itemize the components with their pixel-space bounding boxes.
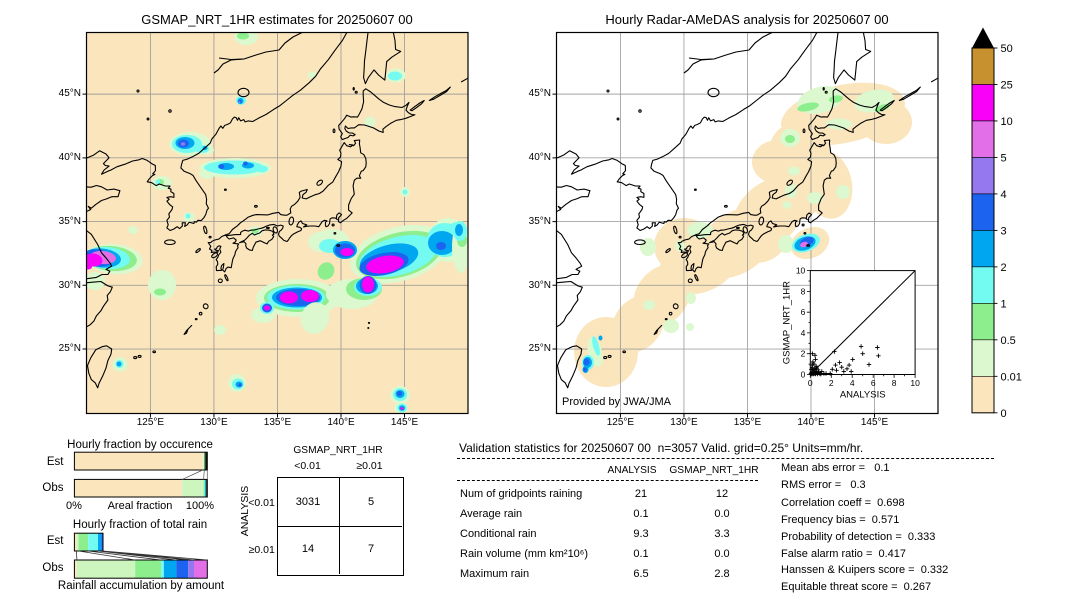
svg-text:4: 4: [1001, 189, 1007, 201]
svg-text:50: 50: [1001, 43, 1013, 55]
svg-text:25: 25: [1001, 79, 1013, 91]
svg-text:8: 8: [892, 378, 897, 388]
svg-text:0.5: 0.5: [1001, 335, 1016, 347]
svg-text:2: 2: [1001, 262, 1007, 274]
svg-text:2: 2: [829, 378, 834, 388]
svg-text:ANALYSIS: ANALYSIS: [840, 390, 886, 401]
svg-text:10: 10: [910, 378, 920, 388]
svg-text:0: 0: [1001, 408, 1007, 420]
svg-text:5: 5: [1001, 152, 1007, 164]
svg-text:0.01: 0.01: [1001, 371, 1022, 383]
svg-text:2: 2: [801, 349, 806, 359]
svg-text:10: 10: [1001, 116, 1013, 128]
svg-text:0: 0: [808, 378, 813, 388]
svg-text:10: 10: [796, 266, 806, 276]
svg-text:3: 3: [1001, 225, 1007, 237]
svg-text:1: 1: [1001, 298, 1007, 310]
svg-text:6: 6: [871, 378, 876, 388]
svg-text:4: 4: [850, 378, 855, 388]
svg-text:GSMAP_NRT_1HR: GSMAP_NRT_1HR: [781, 281, 792, 364]
svg-text:8: 8: [801, 286, 806, 296]
svg-text:0: 0: [801, 370, 806, 380]
svg-text:6: 6: [801, 307, 806, 317]
svg-text:4: 4: [801, 328, 806, 338]
